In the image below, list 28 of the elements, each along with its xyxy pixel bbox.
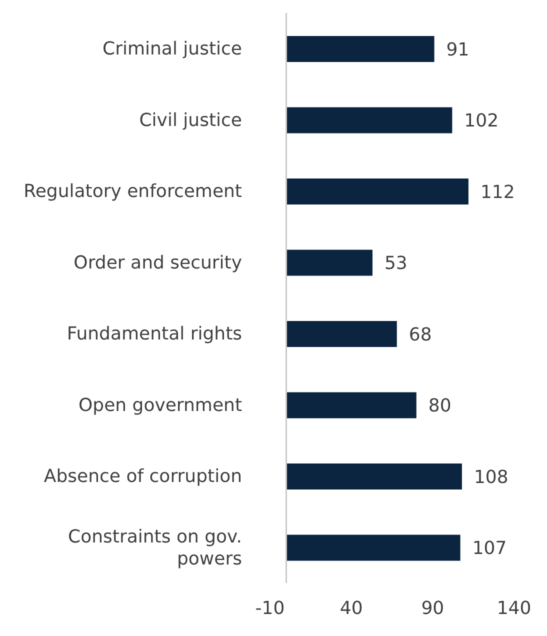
- data-label: 91: [446, 39, 470, 60]
- y-tick-label: Absence of corruption: [44, 466, 242, 487]
- x-tick-label: 90: [421, 598, 444, 619]
- y-tick-label: Order and security: [74, 252, 242, 273]
- data-label: 53: [384, 253, 408, 274]
- data-label: 80: [428, 396, 452, 417]
- data-label: 108: [474, 466, 508, 488]
- bar: [286, 250, 372, 276]
- data-label: 107: [472, 538, 507, 560]
- x-tick-label: 140: [496, 598, 532, 619]
- y-tick-label: Criminal justice: [102, 38, 242, 60]
- bar: [286, 107, 452, 134]
- y-tick-label: Open government: [78, 394, 242, 416]
- y-tick-label: Regulatory enforcement: [24, 180, 242, 202]
- y-tick-label: Fundamental rights: [66, 323, 242, 344]
- data-label: 112: [480, 182, 515, 203]
- bar: [286, 534, 460, 561]
- data-label: 68: [408, 324, 432, 346]
- bar: [286, 392, 416, 418]
- y-tick-label: Constraints on gov. powers: [68, 526, 242, 569]
- bar: [286, 464, 462, 490]
- y-tick-label: Civil justice: [139, 109, 242, 130]
- bar: [286, 321, 397, 347]
- data-label: 102: [464, 110, 499, 132]
- bar: [286, 178, 468, 204]
- bar: [286, 36, 434, 62]
- x-tick-label: -10: [255, 598, 285, 619]
- x-tick-label: 40: [340, 598, 363, 619]
